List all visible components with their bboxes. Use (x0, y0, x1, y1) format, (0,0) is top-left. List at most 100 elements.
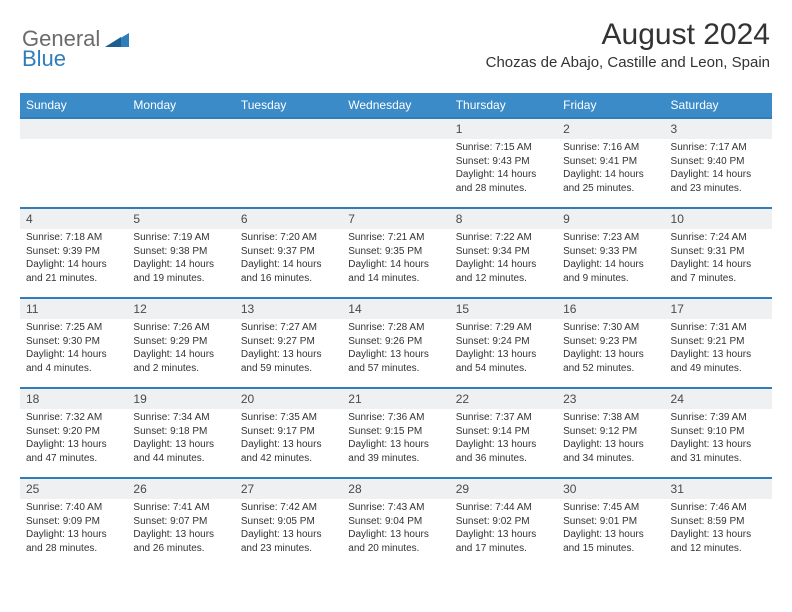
sunset-line: Sunset: 8:59 PM (671, 515, 766, 529)
sunrise-line: Sunrise: 7:42 AM (241, 501, 336, 515)
sunrise-line: Sunrise: 7:21 AM (348, 231, 443, 245)
week-body-row: Sunrise: 7:15 AMSunset: 9:43 PMDaylight:… (20, 139, 772, 207)
daylight-line: Daylight: 13 hours and 57 minutes. (348, 348, 443, 375)
day-num-cell: 18 (20, 387, 127, 409)
sunset-line: Sunset: 9:12 PM (563, 425, 658, 439)
day-details: Sunrise: 7:23 AMSunset: 9:33 PMDaylight:… (557, 229, 664, 297)
sunset-line: Sunset: 9:14 PM (456, 425, 551, 439)
weekday-header: Tuesday (235, 93, 342, 117)
day-details: Sunrise: 7:38 AMSunset: 9:12 PMDaylight:… (557, 409, 664, 477)
day-details: Sunrise: 7:15 AMSunset: 9:43 PMDaylight:… (450, 139, 557, 207)
sunset-line: Sunset: 9:26 PM (348, 335, 443, 349)
sunrise-line: Sunrise: 7:15 AM (456, 141, 551, 155)
logo-text-blue: Blue (22, 46, 66, 71)
day-number (20, 119, 127, 139)
day-cell: Sunrise: 7:45 AMSunset: 9:01 PMDaylight:… (557, 499, 664, 567)
calendar: Sunday Monday Tuesday Wednesday Thursday… (20, 93, 772, 567)
day-details: Sunrise: 7:34 AMSunset: 9:18 PMDaylight:… (127, 409, 234, 477)
day-number: 16 (557, 299, 664, 319)
day-number: 5 (127, 209, 234, 229)
day-details: Sunrise: 7:46 AMSunset: 8:59 PMDaylight:… (665, 499, 772, 567)
day-details: Sunrise: 7:25 AMSunset: 9:30 PMDaylight:… (20, 319, 127, 387)
week-body-row: Sunrise: 7:18 AMSunset: 9:39 PMDaylight:… (20, 229, 772, 297)
daylight-line: Daylight: 14 hours and 7 minutes. (671, 258, 766, 285)
day-details: Sunrise: 7:19 AMSunset: 9:38 PMDaylight:… (127, 229, 234, 297)
day-cell (20, 139, 127, 207)
logo-triangle-icon (105, 29, 129, 50)
sunrise-line: Sunrise: 7:20 AM (241, 231, 336, 245)
empty-day (127, 139, 234, 207)
sunset-line: Sunset: 9:01 PM (563, 515, 658, 529)
sunrise-line: Sunrise: 7:34 AM (133, 411, 228, 425)
day-num-cell: 4 (20, 207, 127, 229)
day-cell: Sunrise: 7:15 AMSunset: 9:43 PMDaylight:… (450, 139, 557, 207)
day-cell: Sunrise: 7:29 AMSunset: 9:24 PMDaylight:… (450, 319, 557, 387)
day-number: 11 (20, 299, 127, 319)
day-number: 6 (235, 209, 342, 229)
day-cell: Sunrise: 7:30 AMSunset: 9:23 PMDaylight:… (557, 319, 664, 387)
sunset-line: Sunset: 9:38 PM (133, 245, 228, 259)
sunset-line: Sunset: 9:33 PM (563, 245, 658, 259)
day-num-cell: 5 (127, 207, 234, 229)
sunrise-line: Sunrise: 7:41 AM (133, 501, 228, 515)
daylight-line: Daylight: 13 hours and 12 minutes. (671, 528, 766, 555)
sunrise-line: Sunrise: 7:24 AM (671, 231, 766, 245)
day-num-cell: 6 (235, 207, 342, 229)
title-block: August 2024 Chozas de Abajo, Castille an… (486, 18, 770, 71)
day-number: 3 (665, 119, 772, 139)
sunrise-line: Sunrise: 7:27 AM (241, 321, 336, 335)
sunrise-line: Sunrise: 7:40 AM (26, 501, 121, 515)
sunrise-line: Sunrise: 7:18 AM (26, 231, 121, 245)
day-cell: Sunrise: 7:22 AMSunset: 9:34 PMDaylight:… (450, 229, 557, 297)
daylight-line: Daylight: 13 hours and 20 minutes. (348, 528, 443, 555)
day-number: 31 (665, 479, 772, 499)
day-number (235, 119, 342, 139)
day-cell: Sunrise: 7:41 AMSunset: 9:07 PMDaylight:… (127, 499, 234, 567)
day-num-cell: 14 (342, 297, 449, 319)
sunrise-line: Sunrise: 7:37 AM (456, 411, 551, 425)
day-details: Sunrise: 7:24 AMSunset: 9:31 PMDaylight:… (665, 229, 772, 297)
sunset-line: Sunset: 9:35 PM (348, 245, 443, 259)
day-details: Sunrise: 7:45 AMSunset: 9:01 PMDaylight:… (557, 499, 664, 567)
day-num-cell: 3 (665, 117, 772, 139)
sunrise-line: Sunrise: 7:46 AM (671, 501, 766, 515)
daylight-line: Daylight: 13 hours and 31 minutes. (671, 438, 766, 465)
day-num-cell: 30 (557, 477, 664, 499)
weekday-header: Saturday (665, 93, 772, 117)
daylight-line: Daylight: 13 hours and 34 minutes. (563, 438, 658, 465)
daylight-line: Daylight: 13 hours and 36 minutes. (456, 438, 551, 465)
weekday-header: Sunday (20, 93, 127, 117)
sunrise-line: Sunrise: 7:22 AM (456, 231, 551, 245)
day-number: 18 (20, 389, 127, 409)
daylight-line: Daylight: 13 hours and 47 minutes. (26, 438, 121, 465)
day-cell: Sunrise: 7:42 AMSunset: 9:05 PMDaylight:… (235, 499, 342, 567)
day-num-cell: 22 (450, 387, 557, 409)
day-num-cell: 21 (342, 387, 449, 409)
day-num-cell: 8 (450, 207, 557, 229)
day-num-cell (20, 117, 127, 139)
sunset-line: Sunset: 9:05 PM (241, 515, 336, 529)
daylight-line: Daylight: 14 hours and 23 minutes. (671, 168, 766, 195)
sunrise-line: Sunrise: 7:45 AM (563, 501, 658, 515)
weekday-header-row: Sunday Monday Tuesday Wednesday Thursday… (20, 93, 772, 117)
daylight-line: Daylight: 14 hours and 12 minutes. (456, 258, 551, 285)
week-daynum-row: 18192021222324 (20, 387, 772, 409)
day-number: 30 (557, 479, 664, 499)
sunset-line: Sunset: 9:15 PM (348, 425, 443, 439)
day-cell: Sunrise: 7:32 AMSunset: 9:20 PMDaylight:… (20, 409, 127, 477)
day-number: 29 (450, 479, 557, 499)
day-number: 1 (450, 119, 557, 139)
day-cell: Sunrise: 7:40 AMSunset: 9:09 PMDaylight:… (20, 499, 127, 567)
week-daynum-row: 11121314151617 (20, 297, 772, 319)
day-details: Sunrise: 7:37 AMSunset: 9:14 PMDaylight:… (450, 409, 557, 477)
day-number (127, 119, 234, 139)
day-number: 7 (342, 209, 449, 229)
weekday-header: Thursday (450, 93, 557, 117)
day-cell: Sunrise: 7:37 AMSunset: 9:14 PMDaylight:… (450, 409, 557, 477)
daylight-line: Daylight: 13 hours and 23 minutes. (241, 528, 336, 555)
daylight-line: Daylight: 14 hours and 9 minutes. (563, 258, 658, 285)
sunset-line: Sunset: 9:02 PM (456, 515, 551, 529)
day-num-cell: 26 (127, 477, 234, 499)
day-number: 25 (20, 479, 127, 499)
sunset-line: Sunset: 9:04 PM (348, 515, 443, 529)
